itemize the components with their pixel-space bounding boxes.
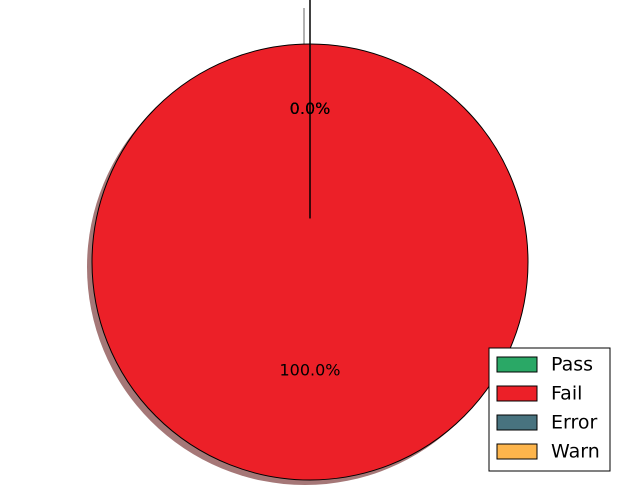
legend-swatch-fail <box>496 385 538 402</box>
legend-label-error: Error <box>551 412 598 434</box>
pie-labels-layer: 0.0%100.0%0.0%0.0% <box>279 99 340 380</box>
pct-label-fail: 100.0% <box>279 361 340 380</box>
pct-label-warn: 0.0% <box>290 99 331 118</box>
legend-swatch-pass <box>496 356 538 373</box>
pie-slices-layer <box>91 0 529 481</box>
legend-swatch-error <box>496 414 538 431</box>
pct-label-pass: 0.0% <box>290 99 331 118</box>
legend-swatch-warn <box>496 443 538 460</box>
legend-label-warn: Warn <box>551 441 600 463</box>
legend-label-fail: Fail <box>551 383 582 405</box>
pct-label-error: 0.0% <box>290 99 331 118</box>
legend: Pass Fail Error Warn <box>488 347 611 472</box>
legend-label-pass: Pass <box>551 354 593 376</box>
